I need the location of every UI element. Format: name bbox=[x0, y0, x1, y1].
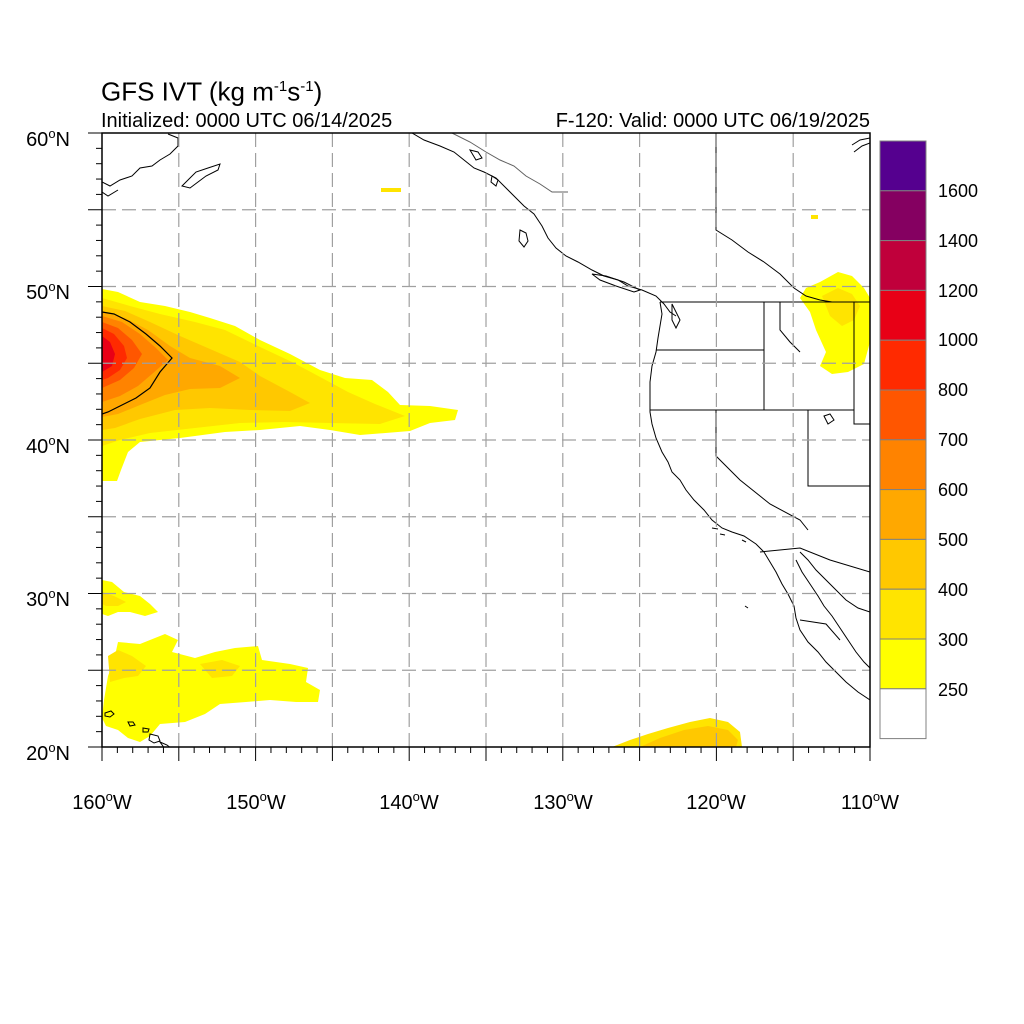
lon-label-150: 150oW bbox=[226, 789, 286, 814]
channel-islands bbox=[711, 527, 749, 609]
state-boundaries bbox=[650, 133, 870, 641]
top-right-coast bbox=[851, 137, 870, 153]
ivt-300-south bbox=[640, 726, 738, 747]
axis-ticks bbox=[88, 132, 871, 761]
colorbar-swatch bbox=[879, 389, 927, 441]
colorbar-label-400: 400 bbox=[938, 580, 969, 600]
lat-lon-grid bbox=[102, 133, 870, 747]
initialized-time: Initialized: 0000 UTC 06/14/2025 bbox=[101, 110, 393, 132]
ivt-300-patch-25n-b bbox=[200, 660, 240, 678]
ivt-shading bbox=[102, 133, 870, 747]
colorbar-label-800: 800 bbox=[938, 380, 969, 400]
colorbar-swatch bbox=[879, 688, 927, 740]
ivt-contour-line bbox=[102, 311, 173, 415]
colorbar-swatch bbox=[879, 538, 927, 590]
colorbar-swatch bbox=[879, 588, 927, 640]
lon-label-140: 140oW bbox=[379, 789, 439, 814]
map-title: GFS IVT (kg m-1s-1) bbox=[101, 76, 323, 107]
lon-label-160: 160oW bbox=[72, 789, 132, 814]
colorbar-label-300: 300 bbox=[938, 630, 969, 650]
puget-sound bbox=[671, 303, 681, 330]
colorbar-label-250: 250 bbox=[938, 680, 969, 700]
lat-label-40: 40oN bbox=[26, 433, 70, 458]
colorbar-swatch bbox=[879, 638, 927, 690]
colorbar-swatch bbox=[879, 140, 927, 192]
colorbar-swatch bbox=[879, 339, 927, 391]
ivt-300-interior bbox=[822, 288, 860, 326]
great-salt-lake bbox=[823, 413, 835, 425]
baja-gulf bbox=[795, 551, 870, 669]
lon-label-110: 110oW bbox=[840, 789, 899, 814]
colorbar bbox=[879, 140, 927, 740]
colorbar-swatch bbox=[879, 439, 927, 491]
colorbar-swatch bbox=[879, 289, 927, 341]
colorbar-label-1200: 1200 bbox=[938, 281, 979, 301]
colorbar-label-1000: 1000 bbox=[938, 330, 979, 350]
alaska-panhandle bbox=[451, 133, 568, 193]
hawaii-islands bbox=[104, 710, 171, 747]
kodiak-coast bbox=[181, 163, 221, 189]
alaska-coast-west bbox=[102, 133, 179, 197]
bc-islands bbox=[468, 149, 642, 293]
ivt-300-patch-30n bbox=[102, 592, 126, 606]
colorbar-label-1600: 1600 bbox=[938, 181, 979, 201]
colorbar-label-600: 600 bbox=[938, 480, 969, 500]
lat-label-50: 50oN bbox=[26, 279, 70, 304]
colorbar-swatch bbox=[879, 240, 927, 291]
colorbar-swatch bbox=[879, 489, 927, 540]
ivt-250-fleck bbox=[381, 188, 401, 192]
ivt-300-patch-25n bbox=[108, 650, 146, 682]
lat-label-20: 20oN bbox=[26, 740, 70, 765]
valid-time: F-120: Valid: 0000 UTC 06/19/2025 bbox=[555, 110, 870, 132]
colorbar-label-500: 500 bbox=[938, 530, 969, 550]
lon-label-130: 130oW bbox=[533, 789, 593, 814]
plot-area bbox=[88, 132, 871, 761]
ivt-250-fleck-b bbox=[811, 215, 818, 219]
lon-label-120: 120oW bbox=[686, 789, 746, 814]
lat-label-60: 60oN bbox=[26, 126, 70, 151]
ivt-250-patch-25n bbox=[102, 634, 320, 742]
lat-label-30: 30oN bbox=[26, 586, 70, 611]
colorbar-label-700: 700 bbox=[938, 430, 969, 450]
colorbar-swatch bbox=[879, 190, 927, 242]
colorbar-label-1400: 1400 bbox=[938, 231, 979, 251]
ivt-250-patch-30n bbox=[102, 580, 158, 616]
